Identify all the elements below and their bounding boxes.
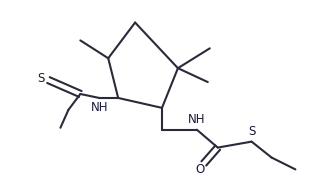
Text: S: S <box>248 125 255 138</box>
Text: NH: NH <box>188 113 205 126</box>
Text: NH: NH <box>91 101 108 114</box>
Text: O: O <box>195 163 204 176</box>
Text: S: S <box>37 72 44 85</box>
